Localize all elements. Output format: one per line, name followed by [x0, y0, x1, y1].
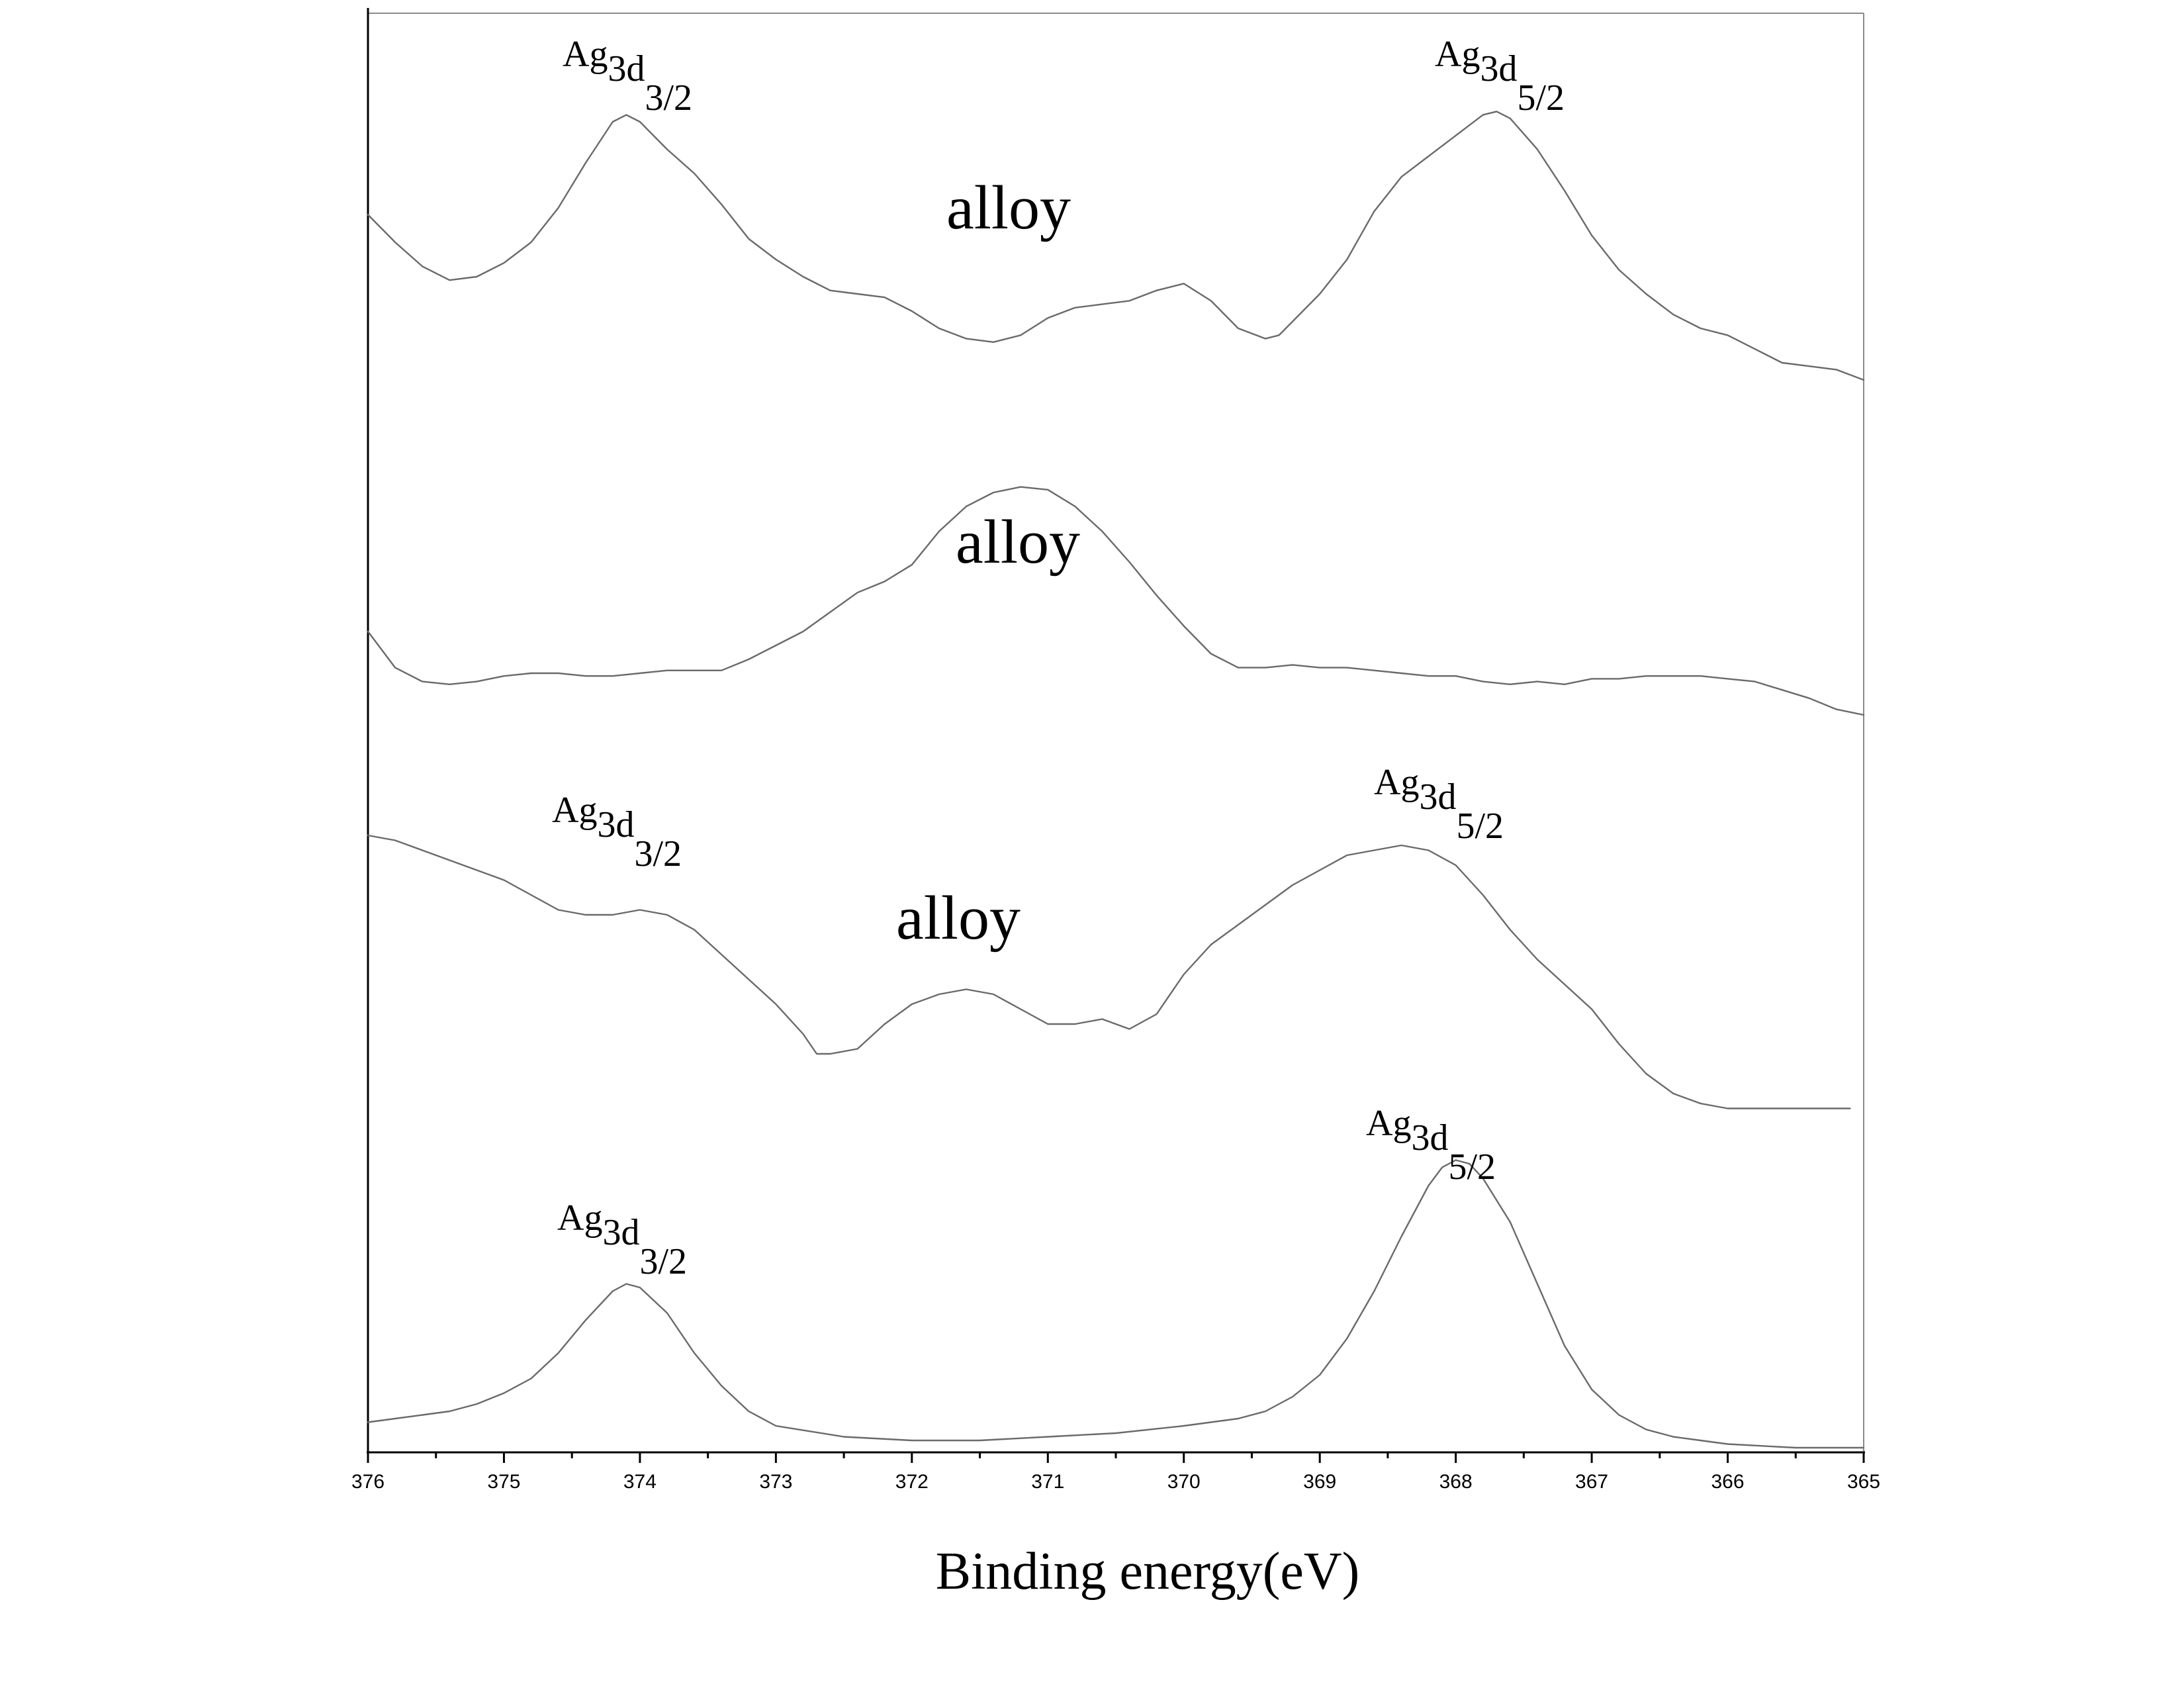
- peak-3d: 3d: [597, 804, 634, 845]
- peak-ag: Ag: [1435, 34, 1480, 75]
- peak-ag: Ag: [1366, 1103, 1411, 1144]
- x-tick-label: 372: [895, 1471, 929, 1493]
- spectrum-line-4: [367, 1159, 1865, 1449]
- peak-annotations: alloy Ag3d3/2 Ag3d5/2 alloy alloy Ag3d3/…: [552, 34, 1565, 1282]
- x-tick-label: 370: [1167, 1471, 1201, 1493]
- peak-3d: 3d: [1411, 1117, 1448, 1158]
- spectrum-line-2: [367, 486, 1865, 716]
- x-tick-label: 374: [623, 1471, 657, 1493]
- peak-ag: Ag: [563, 34, 608, 75]
- x-tick-label: 366: [1711, 1471, 1745, 1493]
- x-tick-label: 376: [351, 1471, 385, 1493]
- x-tick-label: 371: [1031, 1471, 1064, 1493]
- spectrum-line-1: [367, 111, 1865, 381]
- alloy-label-2: alloy: [956, 508, 1080, 577]
- peak-label-ag3d32-1: Ag3d3/2: [563, 34, 692, 118]
- peak-ag: Ag: [1374, 762, 1419, 803]
- peak-label-ag3d52-1: Ag3d5/2: [1435, 34, 1565, 118]
- alloy-label-1: alloy: [946, 173, 1071, 242]
- peak-3d: 3d: [1419, 776, 1456, 818]
- peak-frac: 3/2: [634, 833, 682, 874]
- peak-3d: 3d: [608, 48, 645, 89]
- peak-ag: Ag: [552, 790, 597, 831]
- peak-3d: 3d: [1480, 48, 1517, 89]
- x-tick-label: 375: [487, 1471, 520, 1493]
- x-axis-tick-labels: 376 375 374 373 372 371 370 369 368 367 366 365: [351, 1471, 1880, 1493]
- x-tick-label: 369: [1303, 1471, 1336, 1493]
- peak-frac: 3/2: [639, 1241, 687, 1282]
- alloy-label-3: alloy: [896, 884, 1021, 953]
- peak-frac: 5/2: [1517, 77, 1565, 118]
- peak-ag: Ag: [557, 1197, 602, 1239]
- peak-frac: 5/2: [1456, 806, 1504, 847]
- x-axis-title: Binding energy(eV): [936, 1542, 1360, 1601]
- x-tick-label: 368: [1439, 1471, 1473, 1493]
- x-tick-label: 365: [1847, 1471, 1880, 1493]
- x-tick-label: 367: [1575, 1471, 1608, 1493]
- spectrum-line-3: [367, 834, 1851, 1109]
- x-tick-label: 373: [759, 1471, 792, 1493]
- peak-label-ag3d52-4: Ag3d5/2: [1366, 1103, 1496, 1188]
- peak-frac: 5/2: [1448, 1147, 1496, 1188]
- peak-3d: 3d: [602, 1212, 639, 1253]
- peak-label-ag3d32-3: Ag3d3/2: [552, 790, 682, 874]
- peak-label-ag3d32-4: Ag3d3/2: [557, 1197, 687, 1282]
- peak-label-ag3d52-3: Ag3d5/2: [1374, 762, 1504, 847]
- series-curves: [367, 111, 1865, 1449]
- x-axis-ticks: [367, 1452, 1865, 1463]
- peak-frac: 3/2: [645, 77, 692, 118]
